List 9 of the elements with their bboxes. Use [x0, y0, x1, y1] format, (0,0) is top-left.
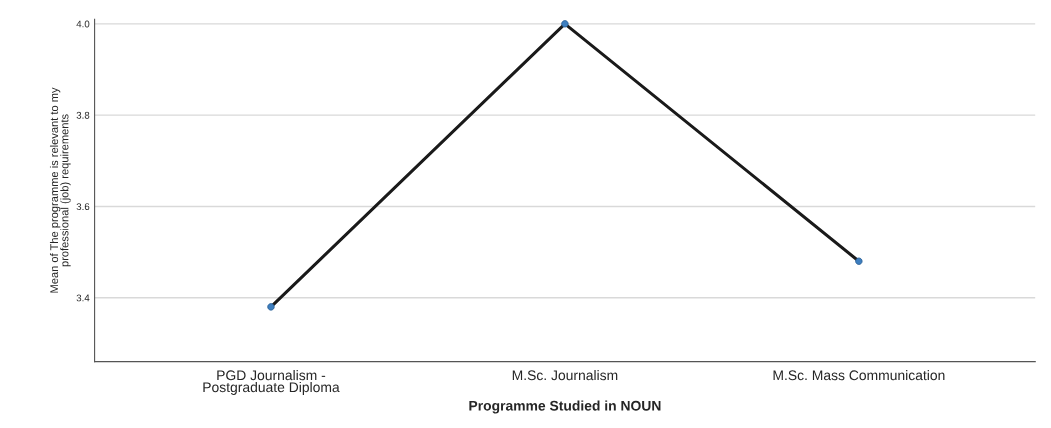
x-tick-label: M.Sc. Mass Communication	[773, 369, 945, 381]
x-tick-label: M.Sc. Journalism	[512, 369, 618, 381]
y-tick-label: 4.0	[76, 20, 90, 28]
x-axis-title: Programme Studied in NOUN	[469, 400, 661, 414]
x-tick-label: PGD Journalism - Postgraduate Diploma	[203, 369, 340, 395]
y-axis-title: Mean of The programme is relevant to my professional (job) requirements	[49, 87, 71, 293]
y-tick-label: 3.6	[76, 203, 90, 211]
y-tick-label: 3.8	[76, 111, 90, 119]
y-tick-label: 3.4	[76, 294, 90, 302]
